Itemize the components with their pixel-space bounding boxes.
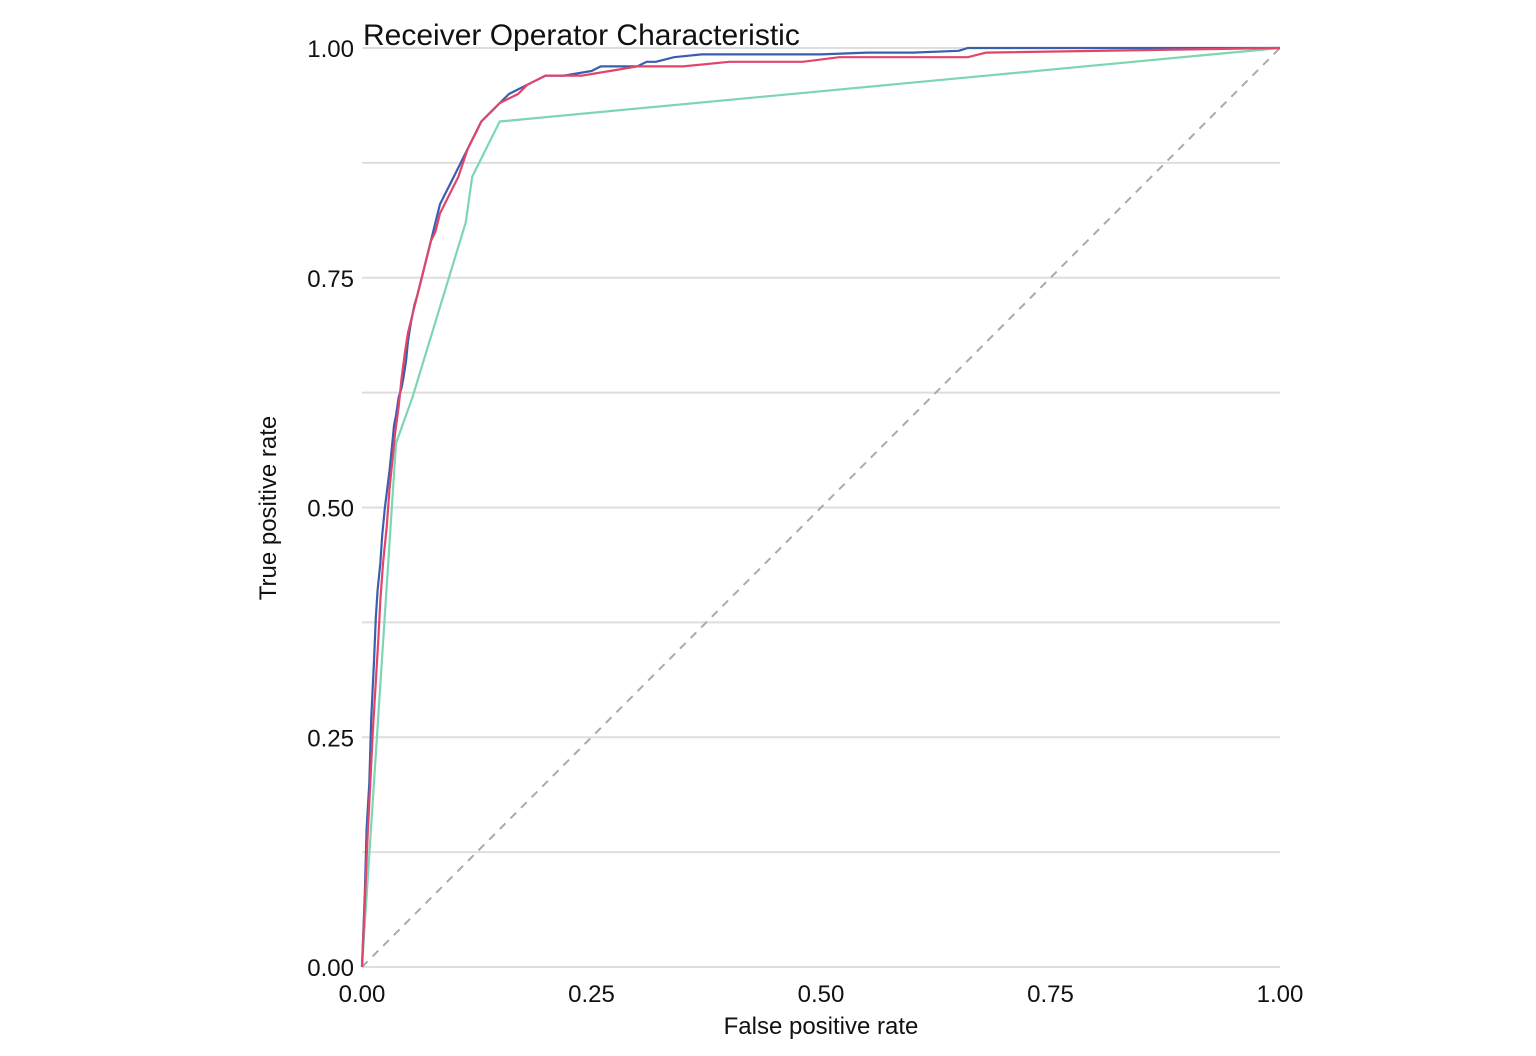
y-tick-label: 0.00	[307, 955, 354, 982]
y-axis-title: True positive rate	[255, 416, 282, 601]
series-line-model-red	[360, 46, 1281, 968]
x-tick-label: 0.25	[568, 981, 615, 1008]
y-tick-label: 0.25	[307, 725, 354, 752]
y-tick-label: 0.50	[307, 496, 354, 523]
reference-layer	[361, 47, 1281, 968]
chart-title: Receiver Operator Characteristic	[363, 19, 800, 52]
series-line-model-blue	[360, 46, 1280, 968]
x-tick-label: 0.75	[1027, 981, 1074, 1008]
x-axis-title: False positive rate	[724, 1013, 919, 1040]
series-layer	[360, 46, 1281, 968]
x-tick-label: 1.00	[1257, 981, 1304, 1008]
x-tick-label: 0.50	[798, 981, 845, 1008]
grid-lines	[362, 47, 1280, 968]
axis-tick-labels: 0.00 0.25 0.50 0.75 1.00 0.00 0.25 0.50 0.75 1.00	[307, 36, 1303, 1008]
y-tick-label: 1.00	[307, 36, 354, 63]
x-tick-label: 0.00	[339, 981, 386, 1008]
diagonal-chance-line	[361, 47, 1281, 968]
y-tick-label: 0.75	[307, 266, 354, 293]
series-line-model-green	[360, 46, 1281, 968]
